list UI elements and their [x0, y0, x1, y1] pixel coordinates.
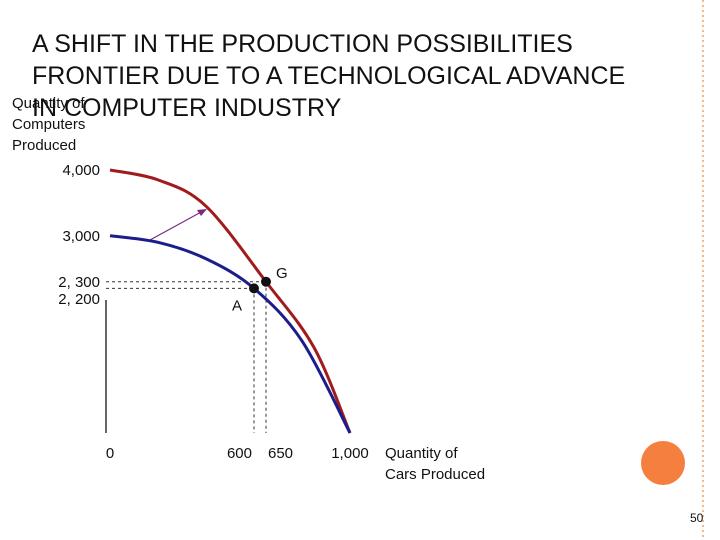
arrow-head [197, 209, 207, 216]
page-number: 50 [690, 511, 704, 525]
y-axis-label: Computers [12, 116, 85, 133]
shift-arrow [149, 210, 204, 241]
frontier-line [109, 168, 352, 434]
point [249, 283, 259, 294]
y-tick-label: 3,000 [62, 228, 100, 245]
y-tick-label: 2, 200 [58, 291, 100, 308]
x-tick-label: 0 [106, 445, 114, 462]
point-label: G [276, 265, 288, 282]
x-tick-label: 1,000 [331, 445, 369, 462]
frontier-line [109, 234, 352, 434]
x-tick-label: 600 [227, 445, 252, 462]
x-axis-label: Quantity of [385, 445, 458, 462]
decoration-circle [641, 441, 685, 485]
title-line: A SHIFT IN THE PRODUCTION POSSIBILITIES [32, 30, 573, 58]
y-axis-label: Produced [12, 137, 76, 154]
point [261, 276, 271, 287]
y-tick-label: 4,000 [62, 162, 100, 179]
x-axis-label: Cars Produced [385, 466, 485, 483]
title-line: FRONTIER DUE TO A TECHNOLOGICAL ADVANCE [32, 62, 625, 90]
y-axis-label: Quantity of [12, 95, 85, 112]
title-line: IN COMPUTER INDUSTRY [32, 94, 342, 122]
y-tick-label: 2, 300 [58, 274, 100, 291]
x-tick-label: 650 [268, 445, 293, 462]
point-label: A [232, 297, 242, 314]
